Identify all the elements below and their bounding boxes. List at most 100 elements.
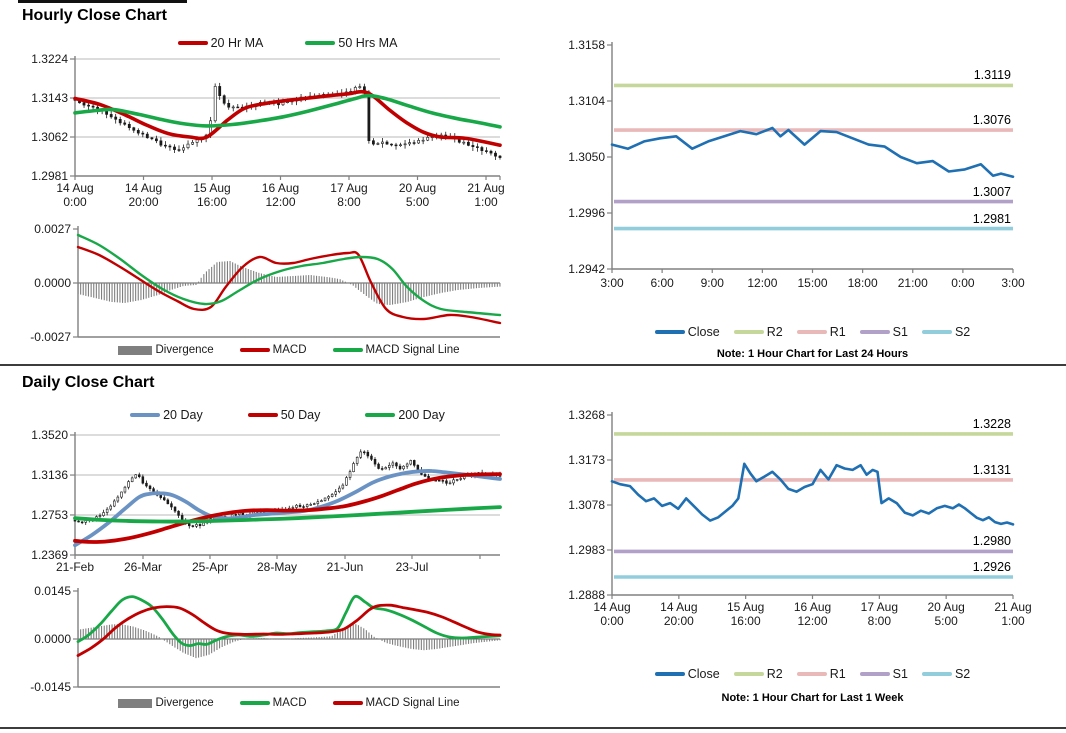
hourly_macd-divergence-bar (163, 283, 165, 293)
daily_pivot-close-line (610, 462, 1015, 526)
daily_macd-divergence-bar (489, 639, 491, 642)
daily_price-candle-body (148, 485, 152, 490)
hourly_macd-divergence-bar (279, 276, 281, 283)
daily_pivot-level-label-r2: 1.3228 (972, 416, 1011, 431)
hourly_macd-divergence-bar (441, 283, 443, 293)
hourly_macd-divergence-bar (302, 275, 304, 283)
daily_macd-divergence-bar (150, 633, 152, 639)
hourly_macd-divergence-bar (444, 283, 446, 293)
daily_macd-divergence-bar (237, 639, 239, 641)
daily_price-candle-body (448, 482, 452, 485)
hourly_macd-divergence-bar (226, 261, 228, 283)
daily_macd-divergence-bar (494, 639, 496, 641)
hourly_macd-divergence-bar (462, 283, 464, 290)
daily_macd-divergence-bar (116, 624, 118, 639)
daily_price-candle-body (163, 497, 166, 501)
daily_macd-divergence-bar (389, 639, 391, 644)
daily_macd-divergence-bar (384, 639, 386, 643)
hourly_macd-divergence-bar (101, 283, 103, 300)
hourly_macd-divergence-bar (344, 281, 346, 283)
daily_macd-divergence-bar (234, 639, 236, 642)
hourly_macd-divergence-bar (284, 276, 286, 283)
daily_price-legend-label: 50 Day (280, 408, 321, 422)
daily_price-candle-body (298, 504, 302, 507)
hourly_macd-divergence-bar (232, 262, 234, 283)
daily_pivot-level-label-s1: 1.2980 (972, 534, 1011, 549)
hourly_macd-legend: Divergence MACD MACD Signal Line (78, 344, 500, 356)
hourly_price-candle-body (426, 137, 430, 141)
daily_macd-divergence-bar (140, 629, 142, 639)
daily_macd-divergence-bar (368, 632, 370, 639)
daily_pivot-x-tick-label: 14 Aug 0:00 (593, 600, 631, 628)
hourly_price-candle-body (164, 144, 167, 147)
daily_pivot-legend: Close R2 R1 S1 S2 (612, 667, 1013, 681)
daily_price-50-day-line (73, 472, 502, 544)
hourly_price-candle-body (385, 141, 389, 145)
daily_price-candle-body (334, 491, 337, 495)
daily_macd-divergence-bar (245, 638, 247, 640)
daily_macd-divergence-bar (292, 638, 294, 639)
daily_macd-y-tick-label: -0.0145 (30, 680, 71, 694)
daily_macd-divergence-bar (255, 638, 257, 639)
daily_macd-divergence-bar (300, 637, 302, 639)
hourly_macd-divergence-bar (452, 283, 454, 291)
hourly_price-candle-body (227, 103, 231, 108)
daily_macd-legend-item: Divergence (118, 697, 214, 709)
daily_price-candle-body (416, 464, 420, 471)
daily_price-legend-item: 50 Day (247, 408, 321, 422)
hourly_pivot-y-tick-label: 1.2942 (568, 262, 605, 276)
hourly_price-candle-body (195, 139, 199, 143)
hourly_macd-divergence-bar (211, 266, 213, 283)
daily_price-candle-body (387, 464, 391, 468)
hourly_price-x-tick-label: 20 Aug 5:00 (398, 181, 437, 209)
daily_macd-divergence-bar (413, 639, 415, 650)
daily_macd-divergence-bar (452, 639, 454, 647)
hourly_macd-divergence-bar (420, 283, 422, 298)
daily_pivot-legend-label: R1 (829, 667, 846, 681)
daily_macd-divergence-bar (302, 637, 304, 639)
daily_macd-divergence-bar (468, 639, 470, 644)
hourly_macd-divergence-bar (129, 283, 131, 302)
daily_macd-divergence-bar (491, 639, 493, 642)
daily_macd-divergence-bar (198, 639, 200, 658)
daily_pivot-legend-label: R2 (766, 667, 783, 681)
daily_price-candle-body (188, 523, 191, 527)
hourly_macd-divergence-bar (405, 283, 407, 303)
daily_macd-divergence-bar (478, 639, 480, 643)
daily_macd-divergence-bar (321, 636, 323, 639)
hourly_price-candle-body (218, 86, 222, 97)
hourly_macd-legend-item: Divergence (118, 344, 214, 356)
daily_macd-divergence-bar (431, 639, 433, 650)
hourly_price-candle-body (173, 146, 176, 150)
hourly_price-candle-body (136, 130, 140, 134)
daily_price-candle-body (370, 455, 373, 460)
hourly_macd-y-tick-label: -0.0027 (30, 330, 71, 344)
daily_price-candle-body (348, 471, 352, 478)
daily_macd-divergence-bar (127, 625, 129, 639)
daily_macd-divergence-bar (132, 626, 134, 639)
hourly_macd-divergence-bar (428, 283, 430, 296)
hourly_macd-divergence-bar (478, 283, 480, 288)
hourly_macd-divergence-bar (289, 276, 291, 283)
hourly_macd-divergence-bar (122, 283, 124, 303)
daily-section-title: Daily Close Chart (22, 374, 155, 391)
hourly_macd-divergence-bar (468, 283, 470, 289)
hourly_macd-divergence-bar (350, 283, 352, 285)
daily_macd-divergence-bar (263, 638, 265, 639)
hourly_macd-divergence-bar (460, 283, 462, 290)
daily_macd-divergence-bar (268, 638, 270, 640)
hourly_pivot-x-tick-label: 6:00 (650, 276, 674, 290)
daily_pivot-legend-item: S2 (921, 667, 970, 681)
hourly_macd-divergence-bar (329, 277, 331, 283)
hourly_macd-legend-item: MACD Signal Line (332, 344, 460, 356)
hourly_macd-divergence-bar (171, 283, 173, 290)
hourly_macd-divergence-bar (368, 283, 370, 298)
macd-signal-line-swatch-icon (332, 701, 363, 705)
hourly_price-candle-body (236, 106, 240, 109)
hourly_macd-divergence-bar (266, 274, 268, 283)
daily_macd-divergence-bar (420, 639, 422, 650)
hourly_macd-divergence-bar (371, 283, 373, 300)
daily_macd-divergence-bar (397, 639, 399, 646)
daily_price-candle-body (116, 496, 120, 502)
hourly_price-candle-body (408, 142, 412, 145)
